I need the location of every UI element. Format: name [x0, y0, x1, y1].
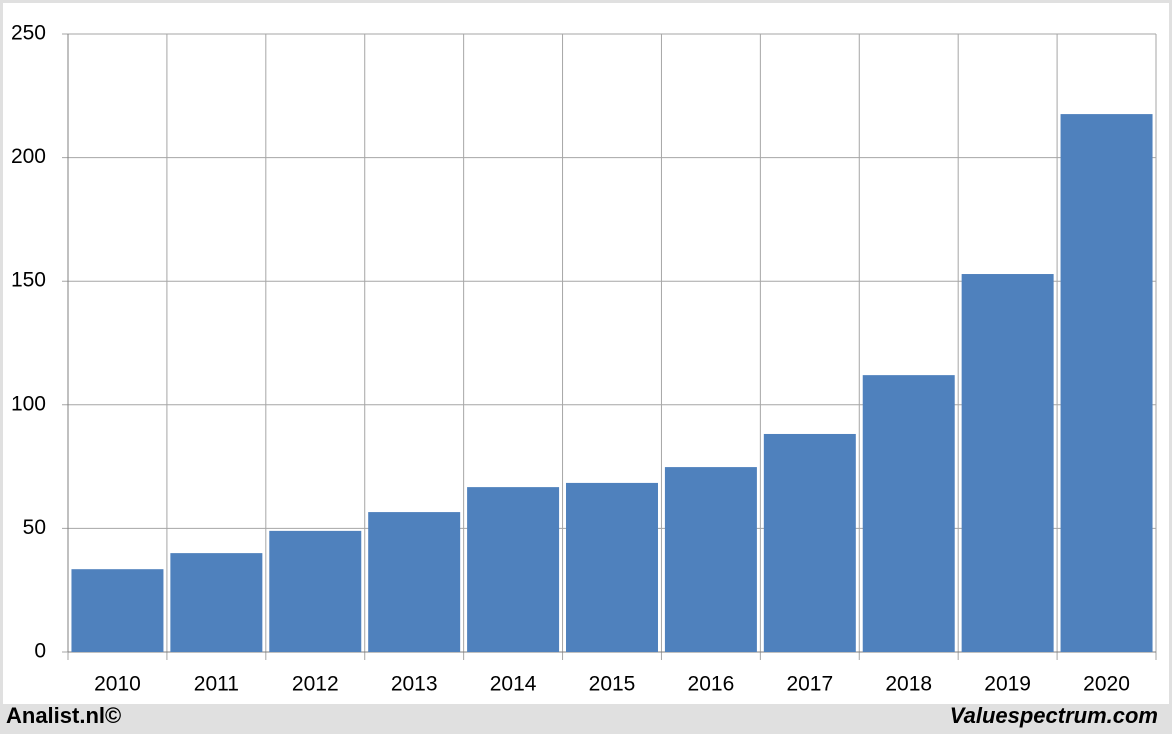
bar	[961, 274, 1054, 652]
y-tick-label: 250	[11, 22, 46, 45]
bar	[467, 487, 560, 652]
x-tick-label: 2017	[786, 673, 833, 696]
x-tick-label: 2012	[292, 673, 339, 696]
x-tick-label: 2013	[391, 673, 438, 696]
bar	[1060, 114, 1153, 653]
bar	[763, 433, 856, 652]
x-tick-label: 2016	[688, 673, 735, 696]
bar	[566, 482, 658, 652]
x-tick-label: 2020	[1083, 673, 1130, 696]
x-tick-label: 2014	[490, 673, 537, 696]
bar	[368, 512, 461, 652]
y-tick-label: 0	[34, 640, 46, 663]
y-tick-label: 100	[11, 392, 46, 415]
bar	[664, 467, 757, 652]
x-tick-label: 2011	[194, 673, 239, 696]
bar	[269, 530, 362, 652]
x-tick-label: 2015	[589, 673, 636, 696]
bar	[71, 569, 164, 652]
y-tick-label: 150	[11, 269, 46, 292]
bar	[170, 553, 263, 652]
x-tick-label: 2018	[885, 673, 932, 696]
y-tick-label: 200	[11, 145, 46, 168]
grid	[62, 33, 1157, 660]
y-tick-label: 50	[23, 516, 46, 539]
bars	[71, 114, 1153, 653]
credit-right: Valuespectrum.com	[950, 703, 1158, 728]
x-tick-label: 2010	[94, 673, 141, 696]
x-tick-label: 2019	[984, 673, 1031, 696]
bar	[862, 375, 955, 652]
credit-left: Analist.nl©	[6, 703, 121, 728]
